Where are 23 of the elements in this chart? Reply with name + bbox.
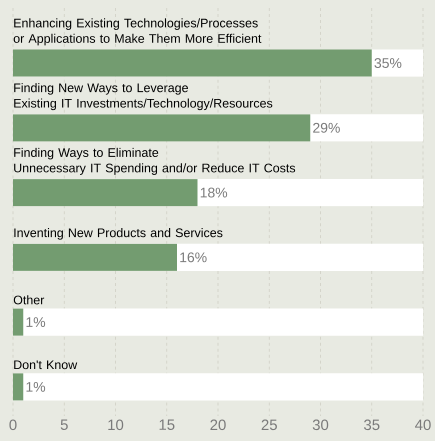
bar: [13, 373, 24, 400]
x-tick-label: 40: [415, 420, 431, 430]
y-tick-label: Finding Ways to Eliminate Unnecessary IT Spending and/or Reduce IT Costs: [14, 148, 296, 175]
y-tick-label: Finding New Ways to Leverage Existing IT Investments/Technology/Resources: [14, 83, 272, 110]
data-label: 35%: [374, 58, 402, 68]
x-tick-label: 0: [9, 420, 17, 430]
x-tick-label: 30: [312, 420, 328, 430]
x-tick-label: 35: [364, 420, 380, 430]
bar: [13, 308, 24, 336]
y-tick-label: Inventing New Products and Services: [14, 228, 222, 240]
y-tick-label: Don't Know: [14, 360, 78, 370]
y-tick-label: Enhancing Existing Technologies/Processes or Applications to Make Them More Efficient: [14, 18, 262, 46]
x-tick-label: 10: [108, 420, 124, 430]
data-label: 1%: [26, 382, 46, 392]
x-tick-label: 25: [262, 420, 277, 430]
data-label: 29%: [313, 122, 340, 133]
y-tick-label: Other: [14, 295, 44, 304]
data-label: 18%: [200, 188, 228, 198]
data-label: 1%: [26, 317, 46, 327]
x-tick-label: 15: [160, 420, 174, 430]
x-tick-label: 20: [210, 420, 226, 430]
data-label: 16%: [180, 252, 207, 262]
x-tick-label: 5: [60, 420, 68, 430]
